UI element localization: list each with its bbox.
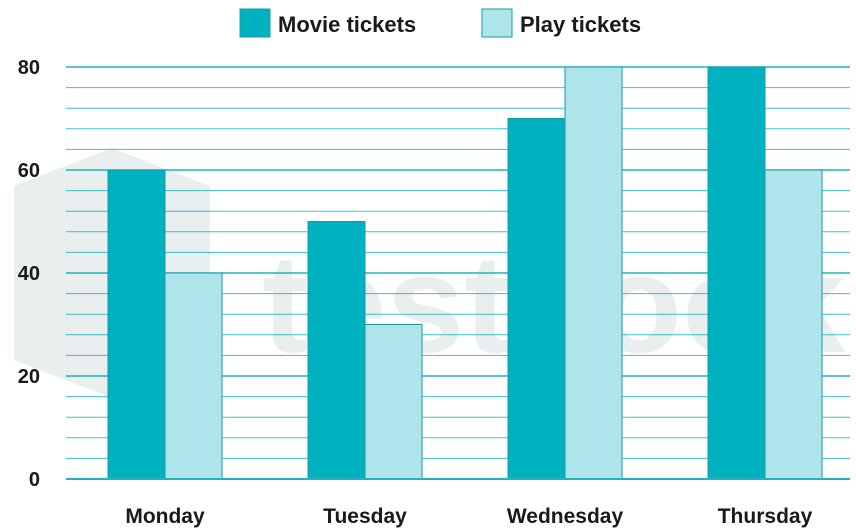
y-tick-label: 0 [29,469,40,491]
y-tick-labels: 0 20 40 60 80 [18,57,40,491]
legend-swatch [239,8,271,38]
x-tick-label: Monday [125,505,205,528]
bar-movie-tickets-tuesday [307,221,366,480]
y-tick-label: 40 [18,263,40,285]
x-tick-label: Tuesday [323,505,407,528]
x-tick-label: Thursday [718,505,813,528]
bar-play-tickets-thursday [764,169,823,480]
legend: Movie tickets Play tickets [239,8,641,38]
bar-play-tickets-tuesday [364,324,423,480]
y-tick-label: 20 [18,366,40,388]
bar-movie-tickets-wednesday [507,118,566,480]
bar-movie-tickets-monday [107,169,166,480]
legend-swatch [481,8,513,38]
bar-play-tickets-wednesday [564,66,623,480]
x-tick-labels: Monday Tuesday Wednesday Thursday [125,505,812,528]
legend-label: Movie tickets [278,12,416,37]
bar-movie-tickets-thursday [707,66,766,480]
bars [107,66,823,480]
y-tick-label: 80 [18,57,40,79]
legend-label: Play tickets [520,12,641,37]
y-tick-label: 60 [18,160,40,182]
bar-play-tickets-monday [164,272,223,480]
x-tick-label: Wednesday [507,505,624,528]
